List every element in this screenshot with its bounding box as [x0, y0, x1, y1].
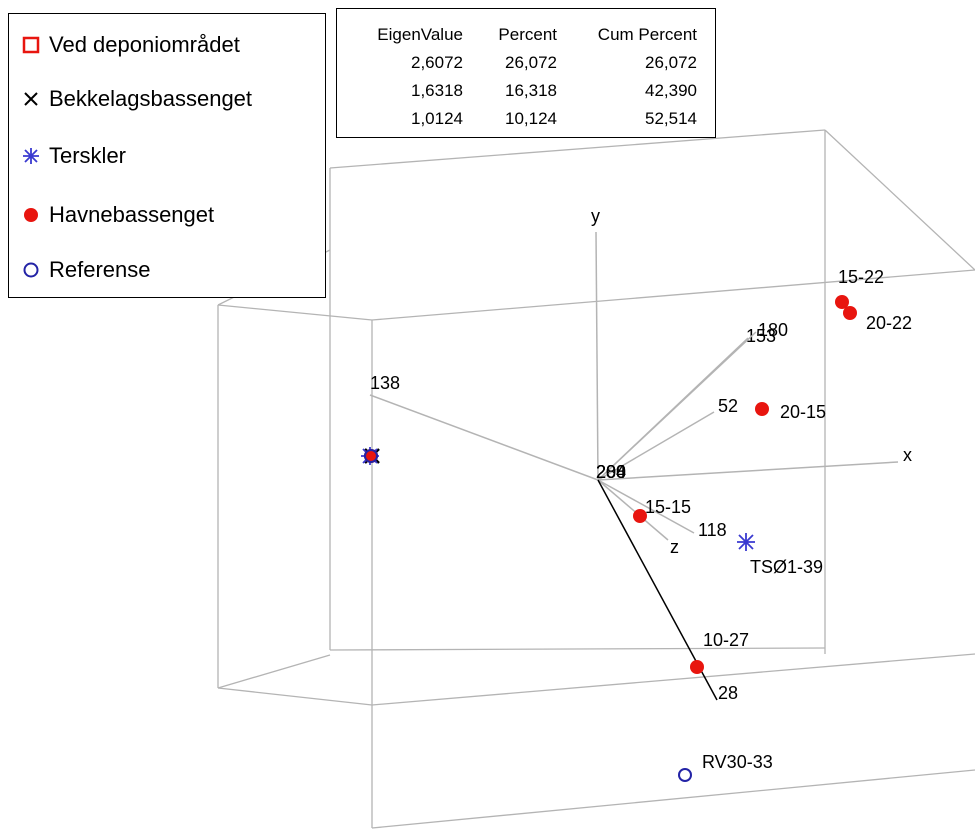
- table-cell: 2,6072: [411, 53, 463, 72]
- data-point-label: 20-15: [780, 402, 826, 422]
- x-marker-icon: [21, 89, 41, 109]
- table-cell: 26,072: [505, 53, 557, 72]
- data-point-label: 15-22: [838, 267, 884, 287]
- data-point-label: RV30-33: [702, 752, 773, 772]
- table-row: 1,0124 10,124 52,514: [345, 105, 697, 133]
- loading-vector: [597, 411, 715, 481]
- y-axis-label: y: [591, 206, 600, 226]
- table-cell: 16,318: [505, 81, 557, 100]
- data-point-label: TSØ1-39: [750, 557, 823, 577]
- loading-vector-label: 153: [746, 326, 776, 346]
- x-axis-label: x: [903, 445, 912, 465]
- loading-vector-label: 180: [758, 320, 788, 340]
- legend-label: Bekkelagsbassenget: [49, 86, 253, 111]
- data-point-filled-circle: [690, 660, 704, 674]
- data-point-filled-circle: [633, 509, 647, 523]
- table-cell: 52,514: [645, 109, 697, 128]
- data-point-filled-circle: [364, 449, 378, 463]
- y-axis-line: [595, 231, 599, 481]
- table-cell: 1,0124: [411, 109, 463, 128]
- legend-item-ved-deponiomradet: Ved deponiområdet: [21, 30, 240, 60]
- cube-edge: [329, 129, 826, 169]
- table-cell: 10,124: [505, 109, 557, 128]
- cube-edge: [371, 769, 975, 829]
- legend-label: Referense: [49, 257, 151, 282]
- data-point-label: 20-22: [866, 313, 912, 333]
- cube-edge: [217, 654, 331, 689]
- column-header: Percent: [498, 25, 557, 44]
- data-point-open-circle: [364, 449, 378, 463]
- legend-item-bekkelagsbassenget: Bekkelagsbassenget: [21, 84, 252, 114]
- loading-vector: [369, 394, 599, 481]
- table-cell: 26,072: [645, 53, 697, 72]
- table-cell: 42,390: [645, 81, 697, 100]
- column-header: Cum Percent: [597, 25, 697, 44]
- loading-vector-label: 138: [370, 373, 400, 393]
- z-axis-line: [597, 479, 669, 541]
- loading-vector: [597, 479, 695, 534]
- cube-edge: [371, 653, 975, 706]
- eigenvalue-table: EigenValue Percent Cum Percent 2,6072 26…: [336, 8, 716, 138]
- asterisk-marker-icon: [21, 146, 41, 166]
- cube-edge: [217, 304, 373, 321]
- data-point-filled-circle: [843, 306, 857, 320]
- cube-edge: [329, 647, 826, 651]
- table-row: 1,6318 16,318 42,390: [345, 77, 697, 105]
- table-cell: 1,6318: [411, 81, 463, 100]
- cube-edge: [217, 687, 373, 706]
- data-point-open-circle: [678, 768, 692, 782]
- legend-item-havnebassenget: Havnebassenget: [21, 200, 214, 230]
- data-point-filled-circle: [755, 402, 769, 416]
- table-row: 2,6072 26,072 26,072: [345, 49, 697, 77]
- legend-label: Terskler: [49, 143, 127, 168]
- cube-edge: [824, 129, 975, 271]
- data-point-filled-circle: [835, 295, 849, 309]
- data-point-label: 15-15: [645, 497, 691, 517]
- filled-circle-marker-icon: [21, 205, 41, 225]
- loading-vector-label: 284: [596, 462, 626, 482]
- data-point-asterisk: [737, 533, 755, 551]
- loading-vector-label: 118: [698, 520, 727, 540]
- data-point-label: 10-27: [703, 630, 749, 650]
- column-header: EigenValue: [377, 25, 463, 44]
- x-axis-line: [597, 461, 899, 481]
- table-header-row: EigenValue Percent Cum Percent: [345, 21, 697, 49]
- legend-item-terskler: Terskler: [21, 141, 126, 171]
- legend-label: Ved deponiområdet: [49, 32, 240, 57]
- open-square-marker-icon: [21, 35, 41, 55]
- legend: Ved deponiområdet Bekkelagsbassenget Ter…: [8, 13, 326, 298]
- loading-vector-label: 28: [718, 683, 738, 703]
- legend-label: Havnebassenget: [49, 202, 215, 227]
- z-axis-label: z: [670, 537, 679, 557]
- cube-edge: [371, 269, 975, 321]
- loading-vector: [597, 331, 757, 481]
- open-circle-marker-icon: [21, 260, 41, 280]
- loading-vector-label: 200: [596, 462, 626, 482]
- loading-vector-label: 52: [718, 396, 738, 416]
- loading-vector-label: 208: [596, 462, 626, 482]
- legend-item-referense: Referense: [21, 255, 151, 285]
